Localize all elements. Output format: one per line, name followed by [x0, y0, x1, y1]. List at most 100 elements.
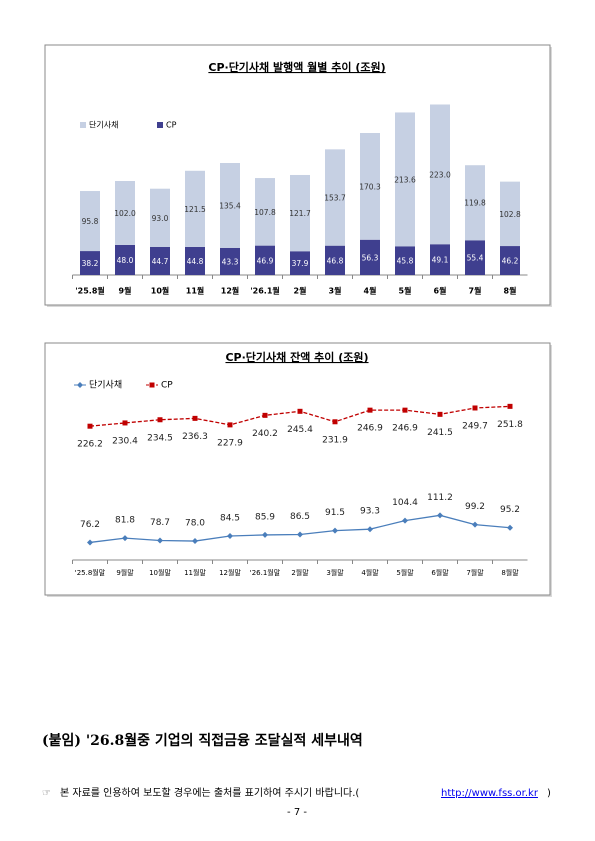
bar-segment [430, 104, 450, 245]
x-tick-label: 4월말 [361, 568, 379, 577]
bar-segment [500, 181, 520, 247]
legend-swatch [80, 122, 86, 128]
bar-segment [465, 240, 485, 275]
appendix-title: (붙임) '26.8월중 기업의 직접금융 조달실적 세부내역 [42, 732, 363, 749]
bar-segment [360, 239, 380, 275]
value-label: 241.5 [427, 428, 453, 438]
marker [77, 382, 83, 388]
value-label: 46.9 [257, 256, 274, 265]
x-tick-label: 10월 [151, 286, 170, 296]
bar-segment [220, 163, 240, 248]
value-label: 135.4 [219, 201, 241, 210]
value-label: 49.1 [432, 256, 449, 265]
x-tick-label: 9월말 [116, 568, 134, 577]
x-tick-label: 5월 [399, 286, 412, 296]
x-tick-label: 8월 [504, 286, 517, 296]
legend-label: CP [161, 381, 173, 391]
x-tick-label: 10월말 [149, 568, 171, 577]
value-label: 43.3 [222, 257, 239, 266]
value-label: 227.9 [217, 438, 243, 448]
value-label: 213.6 [394, 175, 416, 184]
marker [437, 512, 443, 519]
marker [157, 417, 163, 423]
legend-label: 단기사채 [89, 380, 122, 391]
x-tick-label: 2월말 [291, 568, 309, 577]
value-label: 99.2 [465, 502, 485, 512]
bar-segment [150, 246, 170, 275]
value-label: 78.0 [185, 519, 205, 529]
marker [262, 412, 268, 418]
bar-segment [185, 246, 205, 275]
value-label: 246.9 [392, 424, 418, 434]
marker [402, 407, 408, 413]
notice-link[interactable]: http://www.fss.or.kr [441, 788, 539, 799]
x-tick-label: 11월 [186, 286, 205, 296]
value-label: 46.2 [502, 257, 519, 266]
value-label: 251.8 [497, 420, 523, 430]
value-label: 245.4 [287, 425, 313, 435]
x-tick-label: 2월 [294, 286, 307, 296]
marker [227, 533, 233, 540]
marker [402, 517, 408, 524]
marker [192, 538, 198, 545]
marker [122, 535, 128, 542]
bar-segment [430, 244, 450, 275]
marker [227, 422, 233, 428]
marker [87, 539, 93, 546]
bar-segment [185, 170, 205, 247]
x-tick-label: 5월말 [396, 568, 414, 577]
bar-segment [465, 165, 485, 241]
value-label: 84.5 [220, 514, 240, 524]
value-label: 38.2 [82, 259, 99, 268]
x-tick-label: '25.8월 [75, 286, 105, 296]
chart-title: CP·단기사채 발행액 월별 추이 (조원) [208, 60, 385, 74]
value-label: 86.5 [290, 512, 310, 522]
value-label: 56.3 [362, 253, 379, 262]
marker [297, 531, 303, 538]
bar-segment [150, 188, 170, 247]
page-number: - 7 - [287, 807, 307, 818]
value-label: 76.2 [80, 520, 100, 530]
value-label: 119.8 [464, 199, 486, 208]
bar-segment [290, 174, 310, 252]
notice-close: ) [547, 788, 551, 799]
marker [437, 411, 443, 417]
bar-segment [325, 245, 345, 275]
legend-label: CP [166, 121, 177, 130]
value-label: 85.9 [255, 512, 275, 522]
x-tick-label: 11월말 [184, 568, 206, 577]
value-label: 170.3 [359, 182, 381, 191]
value-label: 121.7 [289, 209, 311, 218]
x-tick-label: 6월말 [431, 568, 449, 577]
marker [122, 420, 128, 426]
value-label: 107.8 [254, 208, 276, 217]
marker [332, 527, 338, 534]
legend-swatch [157, 122, 163, 128]
notice-icon: ☞ [42, 788, 51, 799]
marker [507, 524, 513, 531]
x-tick-label: 6월 [434, 286, 447, 296]
value-label: 230.4 [112, 436, 138, 446]
value-label: 44.7 [152, 257, 169, 266]
value-label: 81.8 [115, 516, 135, 526]
value-label: 104.4 [392, 498, 418, 508]
marker [507, 403, 513, 409]
value-label: 37.9 [292, 259, 309, 268]
x-tick-label: 7월 [469, 286, 482, 296]
chart-title: CP·단기사채 잔액 추이 (조원) [225, 350, 368, 364]
x-tick-label: 9월 [119, 286, 132, 296]
bar-segment [255, 178, 275, 246]
marker [332, 419, 338, 425]
marker [297, 408, 303, 414]
bar-segment [395, 112, 415, 247]
value-label: 240.2 [252, 429, 278, 439]
legend-label: 단기사채 [89, 120, 118, 130]
value-label: 93.3 [360, 507, 380, 517]
value-label: 226.2 [77, 440, 103, 450]
value-label: 78.7 [150, 518, 170, 528]
value-label: 234.5 [147, 433, 173, 443]
x-tick-label: 3월말 [326, 568, 344, 577]
bar-segment [220, 247, 240, 275]
bar-segment [290, 251, 310, 275]
